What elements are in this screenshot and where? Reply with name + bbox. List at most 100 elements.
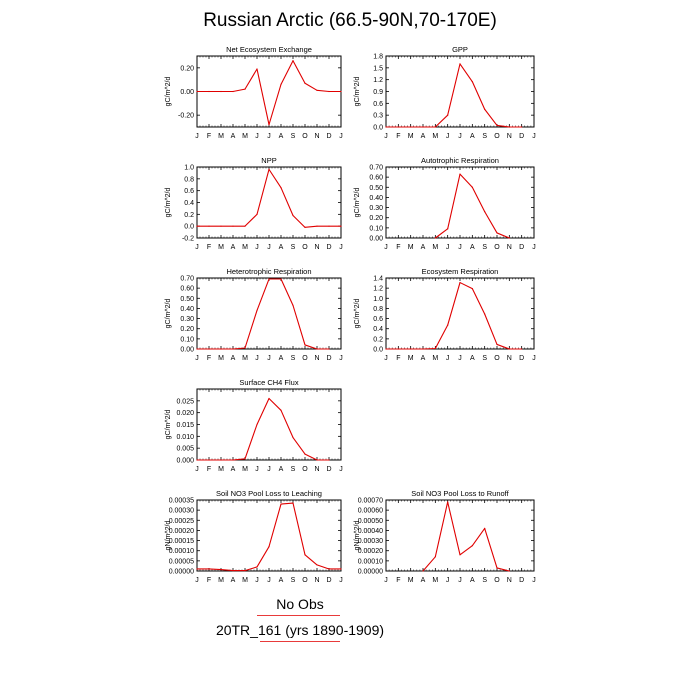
x-tick-label: A	[231, 577, 236, 584]
x-tick-label: J	[458, 133, 462, 140]
panel-title: GPP	[452, 45, 468, 54]
y-axis-label: gC/m^2/d	[165, 77, 172, 107]
series-line	[197, 168, 341, 228]
y-axis-label: gN/m^2/d	[165, 521, 172, 551]
x-tick-label: A	[421, 133, 426, 140]
y-tick-label: 1.0	[373, 296, 383, 303]
page-title: Russian Arctic (66.5-90N,70-170E)	[203, 10, 497, 31]
y-tick-label: 1.8	[373, 54, 383, 61]
series-point	[304, 554, 306, 556]
series-point	[410, 126, 412, 128]
series-point	[232, 225, 234, 227]
series-point	[397, 348, 399, 350]
x-tick-label: A	[279, 244, 284, 251]
y-axis-label: gC/m^2/d	[354, 77, 361, 107]
x-tick-label: A	[421, 355, 426, 362]
y-tick-label: 0.00	[180, 347, 194, 354]
y-axis-label: gC/m^2/d	[165, 188, 172, 218]
x-tick-label: J	[446, 244, 450, 251]
y-tick-label: 0.000	[176, 458, 194, 465]
x-tick-label: M	[432, 577, 438, 584]
x-tick-label: J	[267, 244, 271, 251]
legend-obs-line	[257, 615, 340, 616]
y-tick-label: -0.20	[178, 113, 194, 120]
series-point	[232, 90, 234, 93]
x-tick-label: M	[242, 577, 248, 584]
y-tick-label: 0.00000	[169, 569, 194, 576]
series-point	[220, 348, 222, 350]
series-point	[447, 324, 449, 326]
y-tick-label: 0.9	[373, 89, 383, 96]
x-tick-label: J	[384, 244, 388, 251]
x-tick-label: J	[339, 244, 343, 251]
x-tick-label: J	[339, 466, 343, 473]
series-point	[328, 90, 330, 93]
x-tick-label: N	[507, 577, 512, 584]
panel-title: NPP	[261, 156, 276, 165]
x-tick-label: J	[255, 244, 259, 251]
series-point	[220, 225, 222, 227]
x-tick-label: D	[326, 577, 331, 584]
x-tick-label: N	[314, 466, 319, 473]
x-tick-label: J	[384, 355, 388, 362]
y-tick-label: 0.40	[369, 195, 383, 202]
chart-panel-8: Soil NO3 Pool Loss to Leaching gN/m^2/d J F…	[165, 489, 343, 584]
panel-title: Surface CH4 Flux	[239, 378, 298, 387]
x-tick-label: D	[326, 355, 331, 362]
series-point	[292, 502, 294, 504]
x-tick-label: J	[458, 355, 462, 362]
series-point	[471, 186, 473, 188]
y-tick-label: 0.00070	[358, 498, 383, 505]
x-tick-label: J	[446, 577, 450, 584]
x-tick-label: M	[408, 133, 414, 140]
series-line	[197, 60, 341, 126]
x-tick-label: N	[314, 133, 319, 140]
series-point	[484, 108, 486, 110]
x-tick-label: O	[302, 466, 308, 473]
series-point	[304, 453, 306, 455]
series-point	[256, 423, 258, 426]
series-point	[496, 124, 498, 127]
series-point	[496, 343, 498, 346]
y-tick-label: 0.00	[369, 236, 383, 243]
y-tick-label: 0.60	[369, 175, 383, 182]
series-point	[268, 124, 270, 126]
x-tick-label: M	[218, 577, 224, 584]
x-tick-label: M	[242, 466, 248, 473]
series-point	[280, 83, 282, 85]
y-tick-label: 0.00010	[169, 548, 194, 555]
x-tick-label: A	[231, 244, 236, 251]
x-tick-label: M	[408, 355, 414, 362]
y-tick-label: 0.20	[369, 215, 383, 222]
y-tick-label: 0.30	[180, 316, 194, 323]
x-tick-label: O	[494, 133, 500, 140]
x-tick-label: F	[207, 133, 211, 140]
y-tick-label: 0.6	[373, 316, 383, 323]
legend-model-line	[260, 641, 340, 642]
series-line	[197, 502, 341, 572]
x-tick-label: M	[218, 466, 224, 473]
x-tick-label: F	[396, 244, 400, 251]
series-point	[521, 126, 523, 128]
series-point	[459, 281, 461, 284]
y-tick-label: 0.30	[369, 205, 383, 212]
plot-frame	[196, 277, 342, 350]
series-point	[340, 90, 342, 93]
x-tick-label: M	[218, 355, 224, 362]
series-point	[508, 126, 510, 128]
series-point	[304, 226, 306, 228]
series-line	[386, 63, 522, 128]
y-tick-label: 0.0	[373, 347, 383, 354]
y-tick-label: 0.00040	[358, 528, 383, 535]
y-tick-label: 0.00015	[169, 538, 194, 545]
x-tick-label: J	[532, 355, 536, 362]
x-tick-label: S	[482, 244, 487, 251]
y-tick-label: 0.005	[176, 446, 194, 453]
series-point	[508, 237, 510, 239]
x-tick-label: M	[432, 133, 438, 140]
